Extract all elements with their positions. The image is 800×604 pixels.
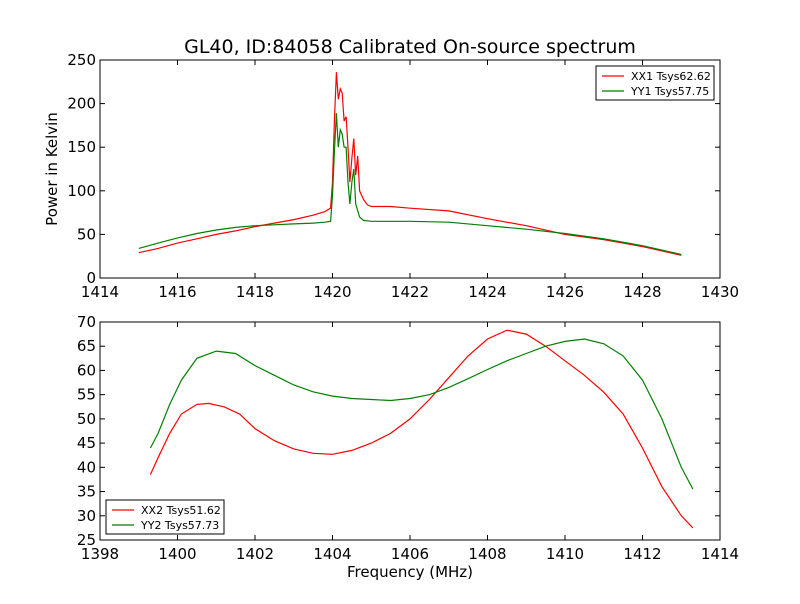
x-tick-label: 1402: [236, 545, 274, 563]
x-tick-label: 1412: [623, 545, 661, 563]
series-line-2: [138, 113, 682, 256]
x-tick-label: 1400: [158, 545, 196, 563]
y-axis-label: Power in Kelvin: [43, 112, 61, 226]
figure-title: GL40, ID:84058 Calibrated On-source spec…: [184, 36, 636, 58]
series-line-2: [149, 338, 694, 490]
x-axis-label: Frequency (MHz): [347, 563, 473, 581]
y-tick-label: 70: [77, 313, 96, 331]
lower-plot: 1398 1400 1402 1404 1406 1408 1410 1412 1414 25 30…: [77, 313, 739, 581]
x-tick-label: 1424: [468, 283, 506, 301]
x-tick-label: 1416: [158, 283, 196, 301]
y-tick-label: 50: [77, 225, 96, 243]
legend: XX2 Tsys51.62 YY2 Tsys57.73: [105, 499, 225, 535]
legend-entry: YY1 Tsys57.75: [630, 85, 709, 98]
x-tick-label: 1430: [701, 283, 739, 301]
y-tick-label: 250: [67, 51, 96, 69]
y-tick-label: 30: [77, 507, 96, 525]
legend-box: [105, 499, 225, 535]
y-tick-label: 25: [77, 531, 96, 549]
y-tick-label: 55: [77, 386, 96, 404]
upper-plot: 1414 1416 1418 1420 1422 1424 1426 1428 1430 0 50 1…: [43, 51, 739, 301]
y-tick-label: 100: [67, 182, 96, 200]
x-tick-label: 1398: [81, 545, 119, 563]
series-line-1: [149, 329, 694, 529]
x-tick-label: 1408: [468, 545, 506, 563]
y-tick-label: 200: [67, 95, 96, 113]
x-tick-label: 1410: [546, 545, 584, 563]
x-tick-label: 1414: [81, 283, 119, 301]
y-tick-label: 150: [67, 138, 96, 156]
x-tick-label: 1426: [546, 283, 584, 301]
x-tick-label: 1406: [391, 545, 429, 563]
legend-box: [595, 65, 715, 101]
y-tick-label: 60: [77, 361, 96, 379]
y-tick-label: 0: [86, 269, 96, 287]
x-tick-label: 1418: [236, 283, 274, 301]
x-tick-label: 1422: [391, 283, 429, 301]
x-tick-label: 1404: [313, 545, 351, 563]
y-tick-label: 65: [77, 337, 96, 355]
y-tick-label: 50: [77, 410, 96, 428]
legend-entry: XX2 Tsys51.62: [141, 504, 221, 517]
legend-entry: XX1 Tsys62.62: [631, 70, 711, 83]
legend-entry: YY2 Tsys57.73: [140, 519, 219, 532]
y-tick-label: 35: [77, 483, 96, 501]
x-tick-label: 1428: [623, 283, 661, 301]
x-tick-label: 1414: [701, 545, 739, 563]
x-tick-label: 1420: [313, 283, 351, 301]
y-tick-label: 45: [77, 434, 96, 452]
legend: XX1 Tsys62.62 YY1 Tsys57.75: [595, 65, 715, 101]
y-tick-label: 40: [77, 458, 96, 476]
